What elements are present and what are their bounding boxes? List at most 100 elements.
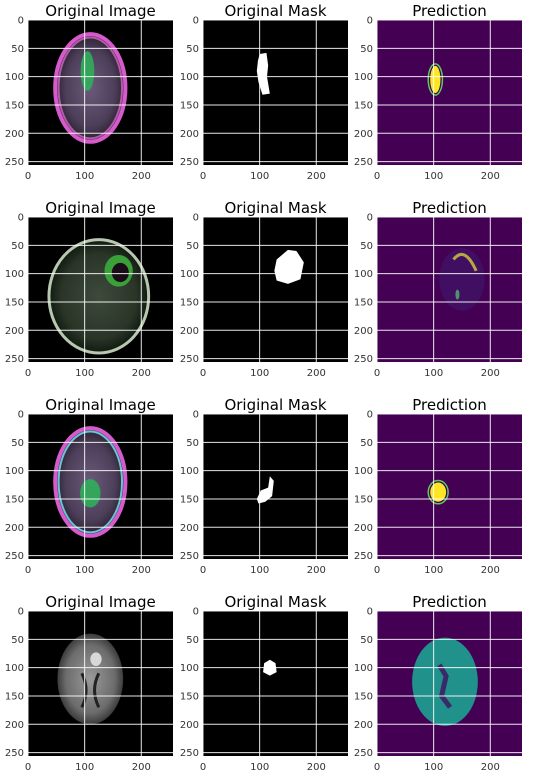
x-tick-label: 0: [25, 171, 31, 182]
y-tick-label: 250: [354, 748, 373, 759]
x-tick-label: 0: [25, 565, 31, 576]
axes-area: [377, 217, 522, 362]
y-tick-label: 200: [354, 720, 373, 731]
x-tick-label: 0: [25, 368, 31, 379]
y-tick-label: 250: [5, 157, 24, 168]
y-tick-label: 100: [180, 269, 199, 280]
prediction-image: [427, 479, 449, 505]
x-tick-label: 200: [132, 565, 151, 576]
x-tick-label: 100: [424, 565, 443, 576]
mri-scan-image: [53, 32, 128, 144]
panel-row-2-col-3: Prediction 0 100 200 0 50 100 150 200 250: [354, 199, 522, 379]
x-tick-label: 200: [307, 762, 326, 773]
y-tick-label: 50: [360, 241, 373, 252]
y-tick-label: 0: [18, 607, 24, 618]
prediction-image: [427, 63, 444, 96]
y-tick-label: 0: [367, 213, 373, 224]
x-tick-label: 200: [132, 171, 151, 182]
y-tick-label: 50: [186, 438, 199, 449]
panel-row-4-col-1: Original Image 0 100 200 0 50 100 150 200 250: [5, 593, 173, 773]
x-tick-label: 0: [374, 171, 380, 182]
y-tick-label: 100: [354, 466, 373, 477]
prediction-image: [412, 637, 478, 726]
y-tick-label: 150: [5, 691, 24, 702]
panel-row-1-col-2: Original Mask 0 100 200 0 50 100 150 200 250: [180, 2, 348, 182]
y-tick-label: 0: [18, 410, 24, 421]
y-tick-label: 0: [18, 16, 24, 27]
y-tick-label: 0: [367, 410, 373, 421]
y-tick-label: 100: [180, 72, 199, 83]
y-tick-label: 200: [354, 326, 373, 337]
y-tick-label: 250: [180, 748, 199, 759]
mri-scan-image: [57, 633, 124, 725]
mask-image: [274, 249, 304, 284]
y-tick-label: 200: [5, 720, 24, 731]
y-tick-label: 0: [193, 16, 199, 27]
x-tick-label: 100: [424, 368, 443, 379]
y-tick-label: 150: [5, 494, 24, 505]
y-tick-label: 50: [11, 44, 24, 55]
y-tick-label: 250: [180, 157, 199, 168]
x-tick-label: 200: [132, 368, 151, 379]
y-tick-label: 200: [180, 129, 199, 140]
y-tick-label: 150: [354, 494, 373, 505]
x-tick-label: 0: [200, 171, 206, 182]
y-tick-label: 250: [180, 551, 199, 562]
panel-row-1-col-3: Prediction 0 100 200 0 50 100 150 200 250: [354, 2, 522, 182]
axes-area: [203, 217, 348, 362]
y-tick-label: 50: [360, 44, 373, 55]
x-tick-label: 0: [200, 762, 206, 773]
x-tick-label: 100: [250, 565, 269, 576]
y-tick-label: 0: [193, 213, 199, 224]
x-tick-label: 100: [75, 368, 94, 379]
y-tick-label: 200: [180, 326, 199, 337]
mri-scan-image: [53, 426, 128, 538]
y-tick-label: 250: [5, 551, 24, 562]
panel-title: Prediction: [412, 199, 487, 217]
y-tick-label: 150: [180, 691, 199, 702]
y-tick-label: 150: [5, 100, 24, 111]
y-tick-label: 50: [11, 241, 24, 252]
x-tick-label: 200: [307, 368, 326, 379]
x-tick-label: 200: [307, 171, 326, 182]
x-tick-label: 0: [200, 565, 206, 576]
y-tick-label: 100: [180, 466, 199, 477]
y-tick-label: 250: [354, 354, 373, 365]
y-tick-label: 100: [354, 663, 373, 674]
x-tick-label: 100: [250, 762, 269, 773]
y-tick-label: 50: [11, 438, 24, 449]
y-tick-label: 50: [11, 635, 24, 646]
y-tick-label: 150: [354, 297, 373, 308]
panel-title: Original Mask: [224, 593, 326, 611]
axes-area: [203, 611, 348, 756]
x-tick-label: 100: [424, 171, 443, 182]
panel-row-3-col-3: Prediction 0 100 200 0 50 100 150 200 250: [354, 396, 522, 576]
y-tick-label: 200: [180, 720, 199, 731]
y-tick-label: 250: [354, 551, 373, 562]
y-tick-label: 250: [180, 354, 199, 365]
panel-row-2-col-2: Original Mask 0 100 200 0 50 100 150 200 250: [180, 199, 348, 379]
panel-title: Original Mask: [224, 396, 326, 414]
y-tick-label: 200: [354, 523, 373, 534]
x-tick-label: 100: [250, 368, 269, 379]
x-tick-label: 200: [481, 171, 500, 182]
y-tick-label: 100: [180, 663, 199, 674]
panel-row-3-col-1: Original Image 0 100 200 0 50 100 150 200 250: [5, 396, 173, 576]
panel-title: Prediction: [412, 2, 487, 20]
y-tick-label: 200: [5, 523, 24, 534]
y-tick-label: 150: [180, 100, 199, 111]
y-tick-label: 100: [354, 72, 373, 83]
x-tick-label: 100: [75, 171, 94, 182]
y-tick-label: 200: [180, 523, 199, 534]
x-tick-label: 100: [75, 565, 94, 576]
y-tick-label: 0: [367, 607, 373, 618]
y-tick-label: 0: [193, 410, 199, 421]
x-tick-label: 100: [250, 171, 269, 182]
y-tick-label: 200: [5, 129, 24, 140]
y-tick-label: 50: [186, 44, 199, 55]
y-tick-label: 100: [354, 269, 373, 280]
x-tick-label: 200: [132, 762, 151, 773]
y-tick-label: 250: [5, 354, 24, 365]
x-tick-label: 0: [200, 368, 206, 379]
